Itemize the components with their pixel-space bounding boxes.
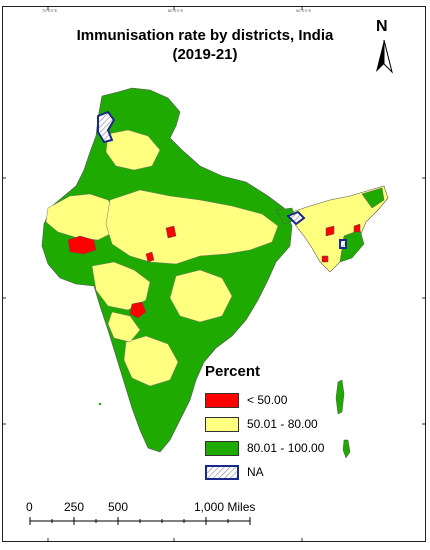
region-yellow-central: [105, 189, 279, 265]
north-arrow-icon: [376, 39, 393, 74]
graticule-label-70e: 70°0'0"E: [42, 8, 58, 13]
scale-label-0: 0: [26, 500, 33, 514]
legend-swatch-na: [205, 464, 239, 480]
lakshadweep-island: [98, 402, 102, 406]
title-line-2: (2019-21): [172, 46, 238, 63]
legend: Percent < 50.00 50.01 - 80.00 80.01 - 10…: [205, 363, 335, 484]
graticule-label-90e: 90°0'0"E: [296, 8, 312, 13]
legend-item: NA: [205, 460, 335, 484]
legend-title: Percent: [205, 363, 261, 380]
legend-item: 50.01 - 80.00: [205, 412, 335, 436]
scale-label-250: 250: [64, 500, 85, 514]
na-region-manipur: [339, 239, 347, 249]
graticule-label-80e: 80°0'0"E: [168, 8, 184, 13]
northeast-red-1: [325, 225, 335, 237]
region-red-gujarat: [67, 235, 97, 255]
northeast-region: [291, 185, 389, 273]
legend-label: 80.01 - 100.00: [247, 441, 325, 455]
na-region-kashmir: [97, 110, 116, 144]
scale-label-1000-miles: 1,000 Miles: [194, 500, 256, 514]
legend-swatch-green: [205, 440, 239, 456]
northeast-red-3: [321, 255, 329, 263]
map-title: Immunisation rate by districts, India (2…: [0, 26, 410, 64]
india-mainland: [41, 87, 293, 453]
region-yellow-east-central: [169, 269, 233, 323]
northeast-green-2: [361, 187, 385, 209]
region-red-mp: [145, 251, 155, 263]
legend-swatch-yellow: [205, 416, 239, 432]
region-red-central: [129, 301, 147, 319]
region-red-up: [165, 225, 177, 239]
andaman-islands: [335, 379, 345, 415]
region-yellow-south: [123, 335, 179, 387]
region-yellow-west-central: [91, 261, 151, 311]
scale-bar: [29, 517, 251, 525]
nicobar-islands: [342, 439, 351, 459]
legend-item: 80.01 - 100.00: [205, 436, 335, 460]
legend-swatch-red: [205, 392, 239, 408]
title-line-1: Immunisation rate by districts, India: [76, 27, 334, 44]
legend-label: 50.01 - 80.00: [247, 417, 318, 431]
scale-label-500: 500: [108, 500, 129, 514]
legend-label: < 50.00: [247, 393, 288, 407]
north-label: N: [376, 18, 388, 35]
region-yellow-punjab: [105, 129, 161, 171]
legend-label: NA: [247, 465, 264, 479]
northeast-red-2: [353, 223, 361, 233]
na-region-northeast: [286, 210, 306, 226]
region-yellow-deccan: [107, 311, 141, 343]
legend-item: < 50.00: [205, 388, 335, 412]
